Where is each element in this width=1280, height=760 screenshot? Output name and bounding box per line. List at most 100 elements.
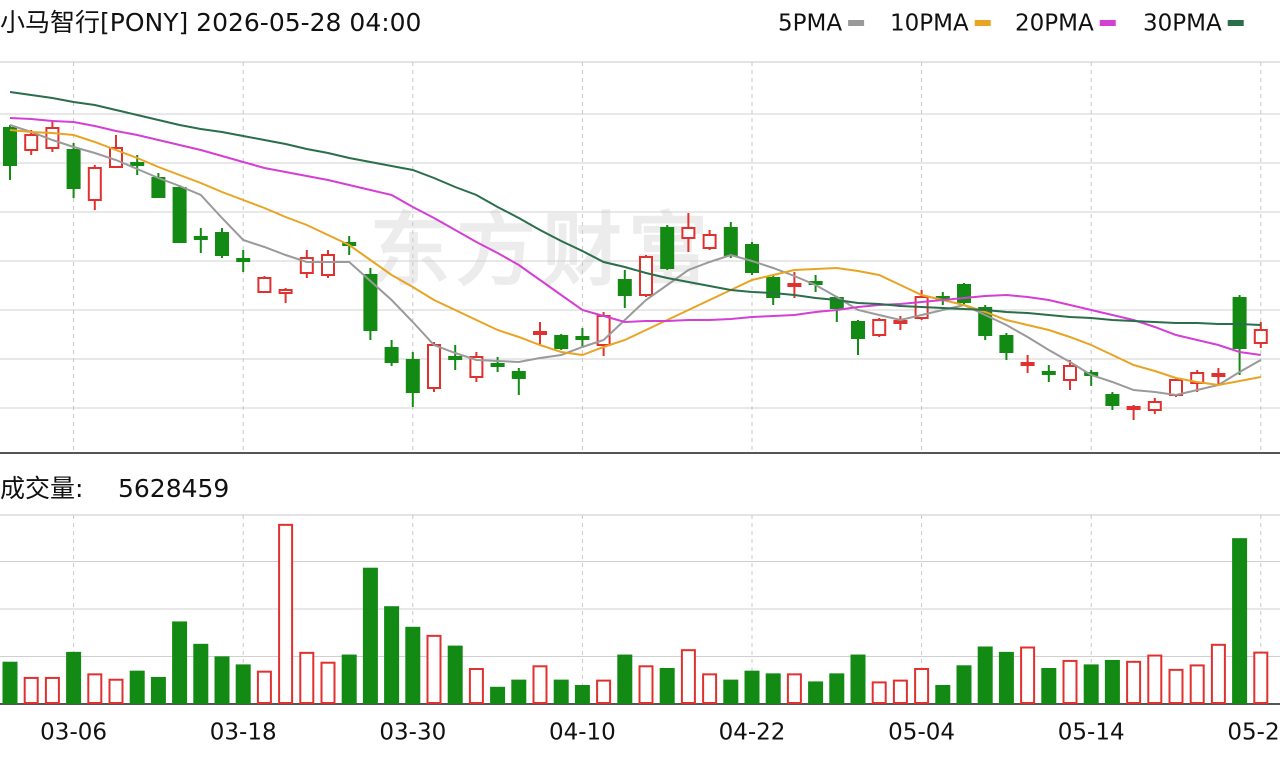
volume-bar [278, 523, 294, 704]
ma-line [9, 117, 1261, 356]
volume-bar [638, 665, 654, 704]
candle-body [702, 234, 717, 249]
volume-bar [214, 656, 230, 704]
candle-body [363, 274, 378, 331]
candle-body [1041, 371, 1056, 375]
candle-body [851, 321, 865, 339]
candle-body [151, 177, 166, 198]
x-tick-label: 03-30 [379, 720, 446, 746]
candle-body [24, 134, 39, 151]
volume-bar [765, 673, 781, 704]
volume-bar [490, 686, 506, 704]
volume-bar [341, 654, 357, 704]
candle-body [490, 363, 505, 367]
x-tick-label: 04-22 [719, 720, 786, 746]
ma-line [9, 124, 1262, 397]
candle-body [384, 347, 399, 363]
candle-body [215, 232, 229, 256]
candle-body [1105, 394, 1120, 406]
volume-bar [511, 679, 527, 704]
legend-label: 20PMA [1015, 11, 1094, 37]
candle-body [130, 162, 145, 166]
volume-bar [914, 667, 930, 705]
legend-swatch [974, 20, 991, 26]
candle-body [978, 307, 993, 336]
volume-bar [596, 679, 612, 704]
volume-bar [532, 665, 548, 704]
volume-bar [871, 681, 887, 705]
candle-body [511, 371, 526, 379]
volume-value: 5628459 [118, 474, 229, 503]
candle-body [681, 227, 696, 239]
legend-swatch [848, 20, 865, 26]
candle-body [554, 335, 569, 349]
chart-title: 小马智行[PONY] 2026-05-28 04:00 [0, 8, 421, 37]
legend-label: 30PMA [1143, 11, 1222, 37]
candle-body [575, 336, 590, 340]
volume-bar [998, 651, 1014, 704]
x-tick-label: 05-04 [888, 720, 955, 746]
volume-bar [956, 665, 972, 704]
candle-body [872, 319, 887, 336]
volume-bar [892, 679, 908, 704]
x-tick-label: 03-06 [40, 720, 107, 746]
volume-bar [1147, 654, 1163, 704]
candle-body [639, 256, 653, 296]
volume-bar [426, 634, 442, 704]
volume-bar [935, 684, 951, 705]
volume-bar [108, 678, 124, 705]
volume-bar [1189, 664, 1205, 705]
volume-bar [1083, 664, 1099, 705]
candle-body [1169, 379, 1183, 396]
candle-body [405, 359, 420, 393]
volume-bar [1020, 646, 1036, 704]
candle-body [723, 227, 738, 256]
volume-bar [87, 673, 103, 704]
legend-label: 5PMA [778, 11, 842, 37]
volume-bar [1210, 643, 1226, 704]
candle-body [3, 127, 17, 166]
candle-body [66, 149, 81, 189]
candle-body [1126, 406, 1141, 410]
volume-bar [1062, 659, 1078, 705]
candle-body [427, 344, 441, 389]
volume-bar [193, 643, 209, 704]
volume-bar [66, 651, 82, 704]
volume-bar [256, 670, 272, 705]
candle-body [236, 258, 251, 262]
candle-body [257, 277, 272, 293]
volume-bar [447, 645, 463, 704]
volume-bar [977, 646, 993, 704]
x-tick-label: 05-14 [1058, 720, 1125, 746]
volume-bar [320, 661, 336, 705]
volume-bar [723, 679, 739, 704]
volume-bar [1041, 667, 1057, 705]
x-tick-label: 04-10 [549, 720, 616, 746]
volume-bar [1126, 660, 1142, 704]
candle-body [193, 236, 208, 240]
volume-bar [362, 567, 378, 705]
legend-label: 10PMA [890, 11, 969, 37]
candle-body [1063, 365, 1077, 381]
legend-swatch [1099, 20, 1116, 26]
volume-bar [1253, 651, 1269, 704]
volume-bar [172, 621, 188, 705]
candle-body [533, 331, 547, 335]
x-tick-label: 03-18 [210, 720, 277, 746]
volume-bar [808, 681, 824, 705]
candle-body [87, 167, 102, 201]
volume-bar [850, 654, 866, 704]
volume-bar [44, 676, 60, 705]
candle-body [1211, 373, 1226, 377]
volume-bar [659, 667, 675, 705]
volume-bar [617, 654, 633, 704]
legend-swatch [1227, 20, 1244, 26]
candle-body [999, 335, 1014, 353]
candle-body [893, 320, 908, 324]
candle-body [172, 187, 187, 243]
volume-bar [680, 649, 696, 705]
candle-body [660, 227, 675, 269]
candle-body [278, 289, 293, 294]
volume-bar [129, 670, 145, 705]
